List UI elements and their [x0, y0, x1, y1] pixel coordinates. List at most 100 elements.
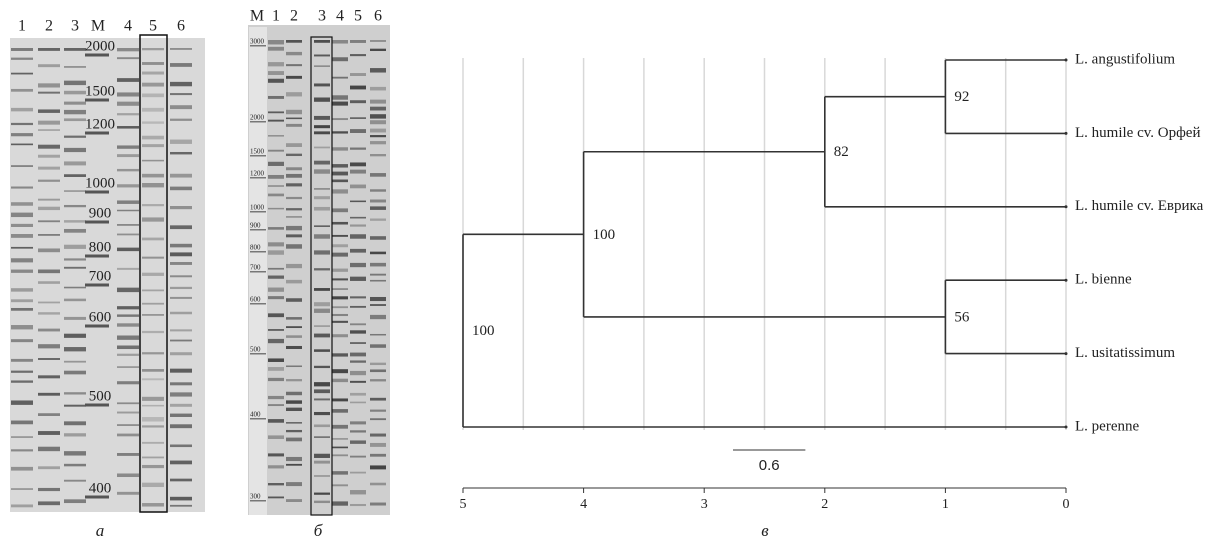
band: [370, 482, 386, 486]
band: [370, 304, 386, 306]
band: [250, 500, 266, 502]
band: [250, 45, 266, 47]
band: [370, 502, 386, 506]
band: [64, 333, 86, 338]
band: [268, 358, 284, 362]
band: [64, 204, 86, 208]
marker-label: 400: [250, 411, 261, 419]
band: [170, 173, 192, 178]
band: [170, 478, 192, 482]
band: [11, 72, 33, 75]
band: [370, 251, 386, 255]
band: [11, 186, 33, 189]
band: [11, 299, 33, 303]
band: [38, 501, 60, 506]
scale-bar-label: 0.6: [759, 457, 780, 474]
band: [11, 370, 33, 373]
band: [64, 118, 86, 122]
band: [85, 283, 109, 287]
band: [370, 433, 386, 437]
band: [38, 220, 60, 223]
band: [350, 455, 366, 458]
band: [117, 101, 139, 106]
band: [286, 379, 302, 382]
band: [38, 358, 60, 360]
band: [286, 499, 302, 502]
band: [350, 234, 366, 239]
band: [250, 177, 266, 179]
band: [332, 252, 348, 257]
band: [350, 100, 366, 104]
band: [370, 206, 386, 210]
x-tick-label: 4: [580, 497, 587, 512]
band: [332, 334, 348, 338]
band: [85, 131, 109, 135]
band: [64, 228, 86, 233]
band: [286, 422, 302, 424]
band: [170, 206, 192, 210]
band: [38, 487, 60, 492]
band: [38, 48, 60, 51]
band: [117, 48, 139, 52]
band: [142, 369, 164, 372]
band: [38, 206, 60, 211]
band: [117, 402, 139, 405]
band: [117, 323, 139, 327]
band: [11, 380, 33, 383]
band: [268, 135, 284, 137]
band: [250, 211, 266, 213]
band: [332, 40, 348, 44]
lane-label: 2: [290, 8, 298, 25]
support-label: 82: [834, 144, 849, 160]
band: [370, 135, 386, 138]
band: [370, 86, 386, 91]
band: [142, 378, 164, 381]
band: [370, 128, 386, 133]
dendrogram: 5 4 3 2 1 0 0.6 L. angustifolium L. humile cv. О…: [460, 51, 1204, 512]
lane-label: 3: [318, 8, 326, 25]
band: [142, 135, 164, 140]
band: [286, 167, 302, 171]
band: [38, 281, 60, 284]
band: [350, 296, 366, 299]
band: [170, 460, 192, 465]
band: [268, 149, 284, 152]
band: [117, 473, 139, 478]
lane-label: 5: [149, 18, 157, 35]
band: [370, 236, 386, 240]
support-label: 100: [593, 227, 616, 243]
band: [332, 454, 348, 457]
band: [170, 262, 192, 265]
band: [142, 302, 164, 305]
band: [142, 93, 164, 98]
marker-label: 900: [89, 205, 112, 221]
lane-highlight-box: [139, 34, 168, 513]
band: [332, 131, 348, 134]
band: [350, 200, 366, 203]
band: [85, 53, 109, 57]
band: [350, 184, 366, 189]
support-label: 100: [472, 323, 495, 339]
band: [142, 417, 164, 422]
band: [268, 111, 284, 114]
band: [11, 504, 33, 508]
band: [370, 120, 386, 125]
band: [286, 407, 302, 412]
band: [38, 120, 60, 125]
marker-label: 400: [89, 480, 112, 496]
band: [38, 375, 60, 379]
band: [85, 324, 109, 328]
band: [350, 323, 366, 326]
band: [350, 503, 366, 507]
band: [250, 353, 266, 355]
marker-label: 600: [89, 309, 112, 325]
band: [286, 40, 302, 43]
band: [170, 311, 192, 315]
band: [314, 83, 330, 87]
band: [350, 421, 366, 425]
band: [370, 369, 386, 373]
band: [314, 169, 330, 174]
band: [332, 57, 348, 62]
lane-label: 4: [124, 18, 132, 35]
band: [11, 400, 33, 405]
